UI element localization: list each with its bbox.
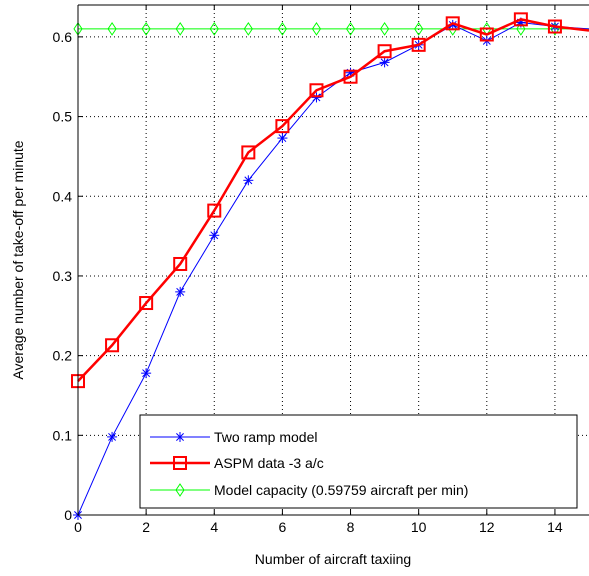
legend: Two ramp model ASPM data -3 a/c Model capa… (139, 414, 578, 509)
data-point (241, 145, 256, 160)
data-point (547, 19, 562, 34)
data-point (107, 431, 118, 442)
legend-entry: Two ramp model (150, 429, 317, 445)
data-point (209, 22, 219, 36)
legend-entry: ASPM data -3 a/c (150, 455, 324, 471)
data-point (175, 286, 186, 297)
legend-label: Two ramp model (214, 429, 317, 445)
series-line (77, 18, 589, 382)
y-tick-label: 0.5 (53, 109, 73, 125)
data-point (207, 203, 222, 218)
legend-label: ASPM data -3 a/c (214, 455, 324, 471)
x-tick-label: 6 (279, 519, 287, 535)
series-0 (73, 17, 589, 520)
data-point (141, 22, 151, 36)
data-point (445, 16, 460, 31)
x-tick-label: 4 (210, 519, 218, 535)
series-1 (71, 12, 589, 389)
data-point (309, 83, 324, 98)
data-point (107, 22, 117, 36)
y-tick-label: 0 (64, 507, 72, 523)
data-point (311, 92, 322, 103)
data-point (377, 44, 392, 59)
data-point (411, 37, 426, 52)
data-point (209, 230, 220, 241)
legend-label: Model capacity (0.59759 aircraft per min… (214, 482, 468, 498)
data-point (175, 22, 185, 36)
data-point (513, 12, 528, 27)
x-tick-label: 2 (142, 519, 150, 535)
data-point (516, 22, 526, 36)
data-point (277, 133, 288, 144)
y-tick-label: 0.3 (53, 268, 73, 284)
data-point (479, 27, 494, 42)
x-tick-label: 10 (411, 519, 427, 535)
data-point (311, 22, 322, 36)
data-point (173, 256, 188, 271)
legend-entries: Two ramp model ASPM data -3 a/c Model capa… (150, 429, 468, 498)
y-tick-label: 0.1 (53, 427, 73, 443)
y-axis-label: Average number of take-off per minute (10, 140, 26, 379)
data-point (139, 296, 154, 311)
series-layer (71, 12, 589, 520)
x-tick-label: 0 (74, 519, 82, 535)
legend-entry: Model capacity (0.59759 aircraft per min… (150, 482, 468, 498)
data-point (243, 175, 254, 186)
data-point (343, 69, 358, 84)
data-point (277, 22, 288, 36)
y-tick-label: 0.2 (53, 348, 73, 364)
data-point (379, 22, 390, 36)
tick-labels: 0 2 4 6 8 10 12 14 0 0.1 0.2 0.3 0.4 0.5 0.6 (53, 29, 563, 535)
x-tick-label: 14 (547, 519, 563, 535)
x-tick-label: 8 (347, 519, 355, 535)
data-point (414, 22, 424, 36)
data-point (243, 22, 253, 36)
data-point (275, 119, 290, 134)
data-point (141, 368, 152, 379)
series-line (77, 22, 589, 516)
x-axis-label: Number of aircraft taxiing (255, 551, 411, 567)
y-tick-label: 0.6 (53, 29, 73, 45)
legend-marker (175, 432, 185, 442)
legend-marker (173, 456, 187, 470)
data-point (379, 57, 390, 68)
y-tick-label: 0.4 (53, 188, 73, 204)
axes (77, 4, 589, 516)
data-point (105, 338, 120, 353)
data-point (345, 22, 356, 36)
legend-marker (175, 483, 185, 497)
x-tick-label: 12 (479, 519, 495, 535)
legend-box (139, 414, 578, 509)
